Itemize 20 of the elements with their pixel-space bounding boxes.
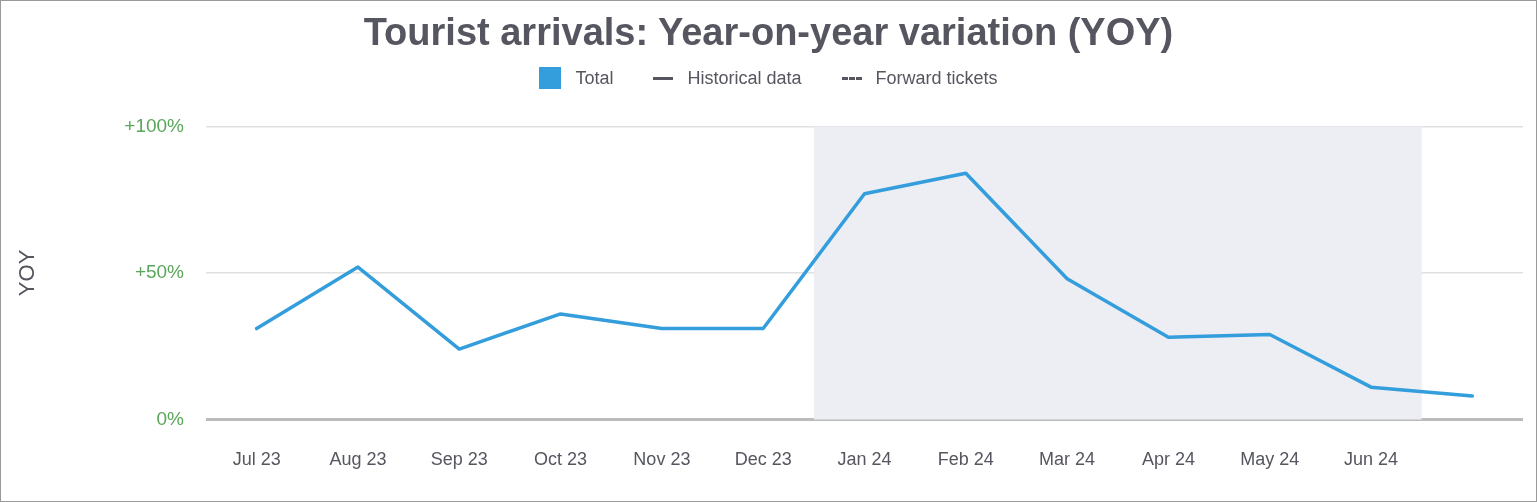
- x-tick-label: Jan 24: [837, 449, 892, 470]
- y-axis-title: YOY: [14, 249, 40, 297]
- text: Historical data: [687, 67, 802, 89]
- text: Forward tickets: [875, 67, 998, 89]
- x-tick-label: Nov 23: [633, 449, 691, 470]
- x-tick-label: Sep 23: [430, 449, 488, 470]
- x-tick-label: Aug 23: [329, 449, 387, 470]
- chart-title: Tourist arrivals: Year-on-year variation (YOY): [362, 11, 1175, 54]
- x-tick-label: Jun 24: [1344, 449, 1399, 470]
- y-tick-label: 0%: [156, 407, 185, 429]
- x-tick-label: Dec 23: [734, 449, 792, 470]
- x-tick-label: May 24: [1240, 449, 1300, 470]
- x-tick-label: Oct 23: [534, 449, 588, 470]
- legend-label: Total: [575, 67, 614, 89]
- y-tick-label: +100%: [124, 114, 185, 136]
- y-tick-label: +50%: [134, 261, 185, 283]
- x-tick-label: Apr 24: [1141, 449, 1195, 470]
- x-tick-label: Jul 23: [232, 449, 281, 470]
- x-tick-label: Feb 24: [937, 449, 994, 470]
- x-tick-label: Mar 24: [1039, 449, 1096, 470]
